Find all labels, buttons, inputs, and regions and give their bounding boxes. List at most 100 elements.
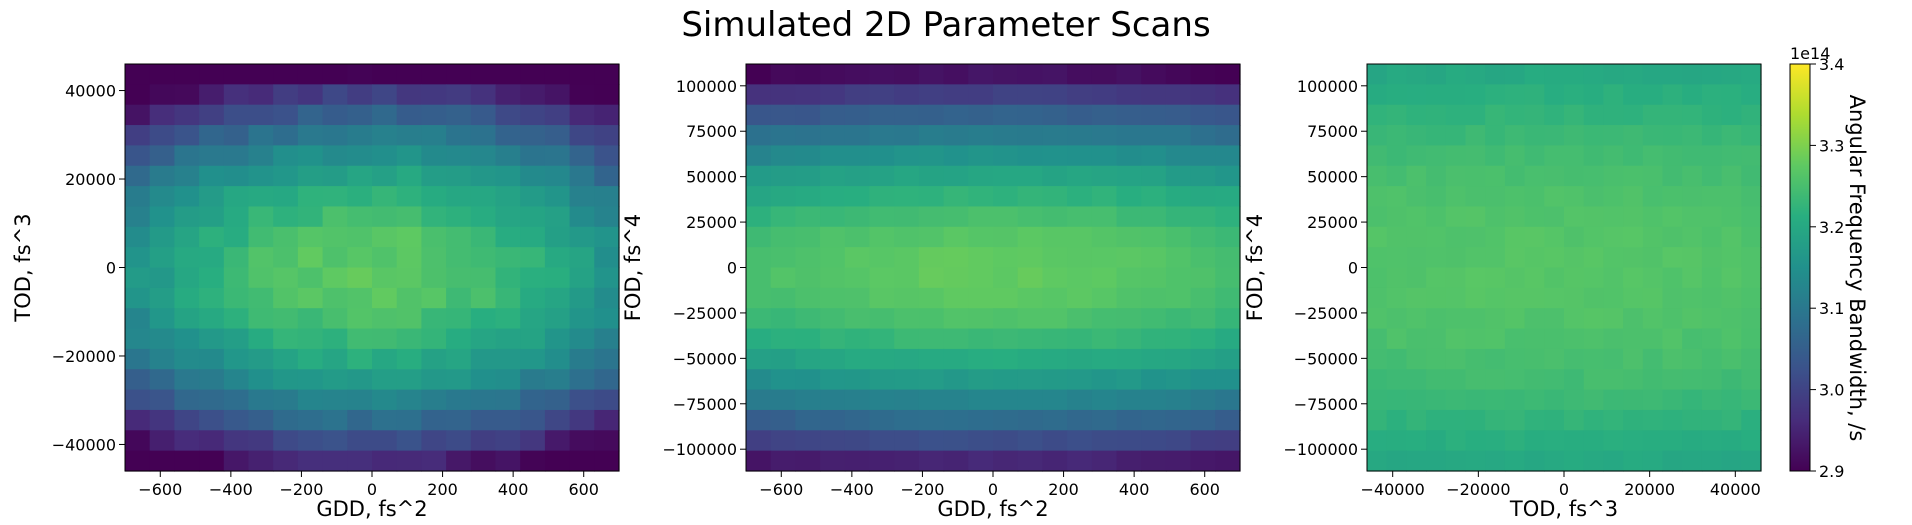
heatmap-cell [993,64,1019,85]
colorbar-tick-label: 3.2 [1819,218,1844,237]
heatmap-cell [1741,206,1762,228]
heatmap-cell [943,287,969,309]
heatmap-cell [1445,247,1467,269]
heatmap-cell [495,389,521,411]
heatmap-cell [470,247,497,269]
heatmap-cell [347,104,373,126]
heatmap-cell [943,226,969,248]
heatmap-cell [248,247,274,269]
heatmap-cell [1141,145,1167,167]
heatmap-cell [746,409,772,431]
heatmap-cell [520,247,546,269]
heatmap-cell [918,226,945,248]
heatmap-cell [372,104,398,126]
heatmap-cell [520,84,546,106]
heatmap-cell [396,104,422,126]
heatmap-cell [396,247,422,269]
heatmap-cell [470,206,497,228]
heatmap-cell [149,328,175,350]
heatmap-cell [1524,308,1545,330]
heatmap-cell [1642,206,1664,228]
heatmap-cell [569,206,595,228]
heatmap-cell [869,450,895,472]
heatmap-cell [322,104,348,126]
heatmap-cell [125,409,151,431]
heatmap-cell [520,409,546,431]
heatmap-cell [1721,267,1742,289]
heatmap-cell [1485,84,1506,106]
heatmap-cell [993,287,1019,309]
heatmap-cell [1504,104,1526,126]
heatmap-cell [1190,348,1216,370]
heatmap-cell [421,165,447,187]
heatmap-cell [1701,226,1723,248]
heatmap-cell [1042,369,1068,391]
heatmap-cell [594,430,620,452]
heatmap-cell [1367,430,1388,452]
heatmap-cell [1215,308,1241,330]
heatmap-cell [1067,247,1093,269]
heatmap-cell [297,206,324,228]
heatmap-cell [1564,186,1585,208]
heatmap-cell [470,389,497,411]
heatmap-cell [174,64,200,85]
heatmap-cell [1583,64,1604,85]
heatmap-cell [149,348,175,370]
heatmap-cell [322,287,348,309]
heatmap-cell [894,430,920,452]
heatmap-cell [594,186,620,208]
heatmap-cell [1682,328,1703,350]
heatmap-cell [273,165,299,187]
heatmap-cell [1583,247,1604,269]
heatmap-cell [1544,64,1565,85]
heatmap-cell [1524,247,1545,269]
heatmap-cell [1386,226,1407,248]
heatmap-cell [918,389,945,411]
heatmap-cell [199,450,225,472]
heatmap-cell [918,409,945,431]
heatmap-cell [297,369,324,391]
heatmap-cell [1445,84,1467,106]
heatmap-cell [1485,145,1506,167]
y-tick-label: −100000 [663,440,737,459]
heatmap-cell [125,206,151,228]
heatmap-cell [372,64,398,85]
heatmap-cell [795,287,821,309]
heatmap-cell [396,450,422,472]
heatmap-cell [1017,287,1043,309]
heatmap-cell [746,369,772,391]
heatmap-cell [569,247,595,269]
heatmap-cell [1406,328,1427,350]
heatmap-cell [943,125,969,146]
heatmap-cell [968,206,994,228]
heatmap-cell [199,369,225,391]
heatmap-cell [421,64,447,85]
heatmap-cell [869,287,895,309]
heatmap-cell [1741,64,1762,85]
heatmap-cell [1215,64,1241,85]
heatmap-cell [1564,328,1585,350]
heatmap-cell [1141,287,1167,309]
heatmap-cell [943,186,969,208]
heatmap-cell [1504,328,1526,350]
heatmap-cell [1386,104,1407,126]
heatmap-cell [174,328,200,350]
heatmap-cell [943,308,969,330]
heatmap-cell [1017,84,1043,106]
heatmap-cell [1386,430,1407,452]
heatmap-cell [844,369,871,391]
heatmap-cell [1662,226,1683,248]
heatmap-cell [1465,247,1486,269]
heatmap-cell [495,308,521,330]
heatmap-cell [1017,165,1043,187]
heatmap-cell [594,84,620,106]
heatmap-cell [1524,64,1545,85]
heatmap-cell [1583,267,1604,289]
heatmap-cell [421,186,447,208]
heatmap-cell [1386,287,1407,309]
heatmap-cell [1067,145,1093,167]
heatmap-cell [125,369,151,391]
heatmap-cell [248,389,274,411]
heatmap-cell [396,369,422,391]
heatmap-cell [869,267,895,289]
